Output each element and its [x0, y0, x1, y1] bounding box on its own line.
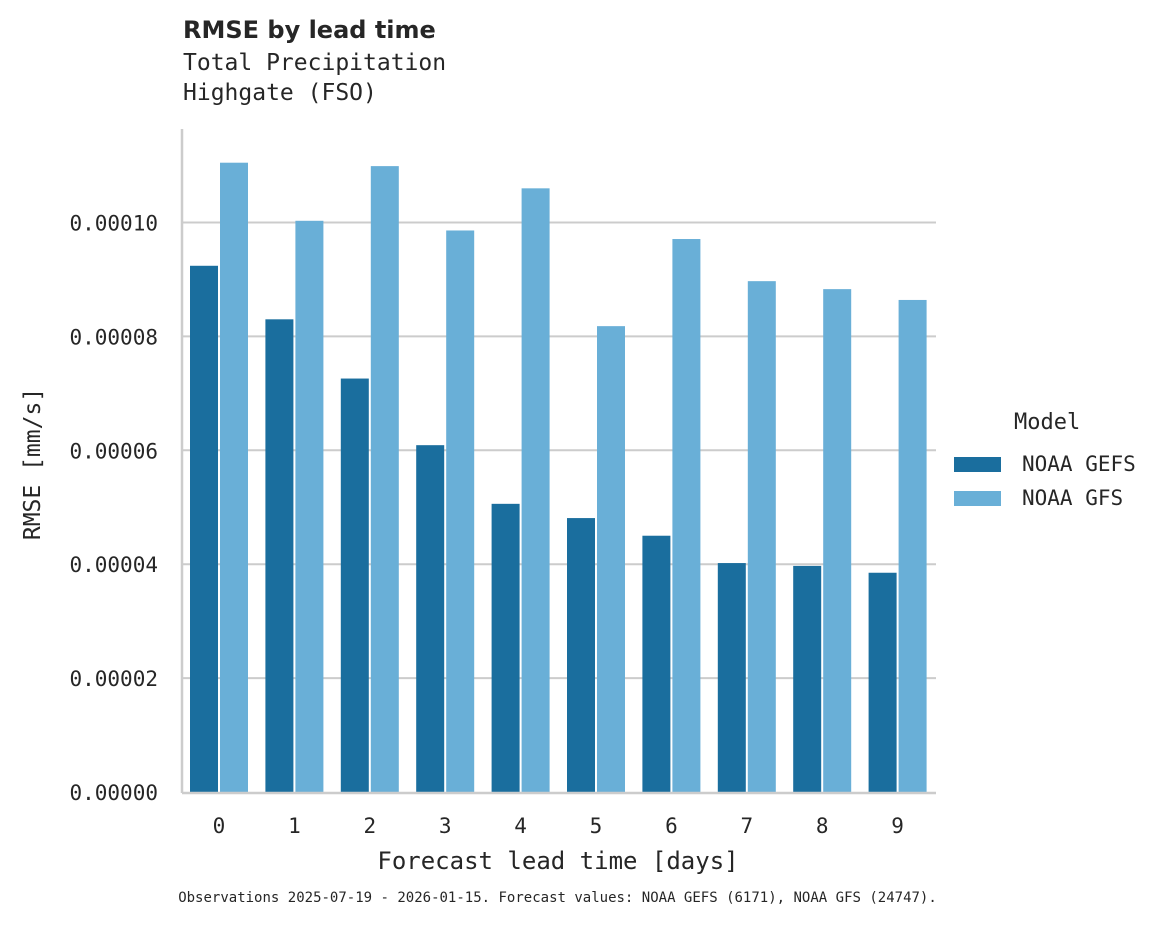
bar-gfs-6 — [672, 239, 701, 792]
y-tick-label: 0.00004 — [69, 553, 158, 577]
bar-gefs-0 — [190, 265, 218, 793]
legend-swatch-gfs — [954, 490, 1001, 506]
bar-gefs-4 — [491, 503, 520, 792]
chart-subtitle-location: Highgate (FSO) — [183, 80, 377, 106]
x-tick-label: 2 — [363, 814, 376, 838]
x-tick-label: 6 — [665, 814, 678, 838]
chart-subtitle-variable: Total Precipitation — [183, 50, 447, 76]
y-tick-labels: 0.00000 0.00002 0.00004 0.00006 0.00008 0.000… — [69, 212, 158, 806]
bar-gfs-5 — [597, 326, 625, 792]
bar-gfs-3 — [446, 230, 475, 792]
bar-gefs-8 — [793, 565, 822, 792]
legend-label-gfs: NOAA GFS — [1022, 486, 1124, 510]
bar-gefs-5 — [567, 518, 595, 792]
x-tick-label: 7 — [740, 814, 753, 838]
bars — [190, 162, 927, 793]
legend-label-gefs: NOAA GEFS — [1022, 452, 1136, 476]
bar-gefs-6 — [642, 535, 671, 792]
bar-gfs-9 — [898, 299, 927, 792]
bar-gefs-9 — [868, 572, 897, 792]
y-tick-label: 0.00000 — [69, 781, 158, 805]
legend-swatch-gefs — [954, 456, 1001, 472]
x-axis-label: Forecast lead time [days] — [377, 847, 738, 875]
y-gridlines — [182, 221, 936, 680]
y-tick-label: 0.00010 — [69, 212, 158, 236]
x-tick-label: 5 — [590, 814, 603, 838]
footer-note: Observations 2025-07-19 - 2026-01-15. Fo… — [178, 890, 937, 906]
x-tick-label: 3 — [439, 814, 452, 838]
x-tick-label: 0 — [213, 814, 226, 838]
legend-item-gefs: NOAA GEFS — [954, 452, 1136, 476]
bar-gfs-7 — [747, 281, 776, 792]
y-axis-label: RMSE [mm/s] — [20, 388, 46, 540]
x-tick-labels: 0 1 2 3 4 5 6 7 8 9 — [213, 814, 904, 838]
x-tick-label: 1 — [288, 814, 301, 838]
y-tick-label: 0.00006 — [69, 439, 158, 463]
bar-gfs-0 — [220, 162, 248, 792]
bar-gfs-8 — [823, 289, 852, 792]
bar-gfs-1 — [295, 220, 324, 792]
legend-title: Model — [1014, 410, 1081, 435]
y-tick-label: 0.00002 — [69, 667, 158, 691]
bar-gefs-7 — [717, 563, 746, 792]
x-tick-label: 9 — [891, 814, 904, 838]
y-tick-label: 0.00008 — [69, 325, 158, 349]
chart-title: RMSE by lead time — [183, 16, 436, 44]
bar-gefs-3 — [416, 445, 445, 792]
bar-gefs-1 — [265, 319, 294, 792]
bar-gefs-2 — [340, 378, 369, 792]
bar-gfs-4 — [521, 188, 550, 792]
bar-gfs-2 — [370, 166, 399, 792]
x-tick-label: 4 — [514, 814, 527, 838]
x-tick-label: 8 — [816, 814, 829, 838]
legend-item-gfs: NOAA GFS — [954, 486, 1123, 510]
